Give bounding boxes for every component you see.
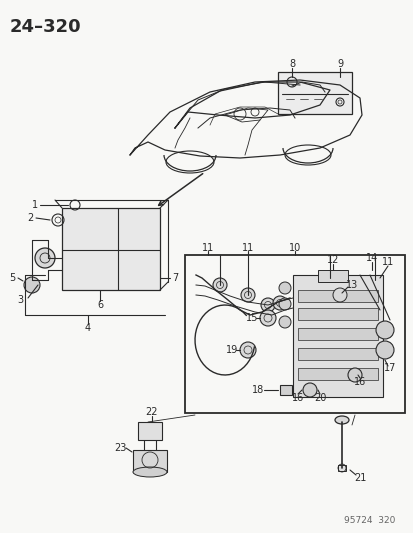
Circle shape — [212, 278, 226, 292]
Text: 11: 11 — [241, 243, 254, 253]
Text: 19: 19 — [225, 345, 237, 355]
Text: 11: 11 — [381, 257, 393, 267]
Circle shape — [375, 341, 393, 359]
Text: 11: 11 — [202, 243, 214, 253]
Circle shape — [35, 248, 55, 268]
Text: 23: 23 — [114, 443, 126, 453]
Text: 21: 21 — [353, 473, 366, 483]
Circle shape — [24, 277, 40, 293]
Text: 17: 17 — [383, 363, 395, 373]
Ellipse shape — [133, 467, 166, 477]
Text: 3: 3 — [17, 295, 23, 305]
Bar — [292, 275, 382, 397]
Circle shape — [278, 316, 290, 328]
Text: 18: 18 — [251, 385, 263, 395]
Circle shape — [347, 368, 361, 382]
Text: 16: 16 — [353, 377, 365, 387]
Bar — [317, 270, 347, 282]
Circle shape — [302, 383, 316, 397]
Bar — [297, 368, 377, 380]
Text: 22: 22 — [145, 407, 158, 417]
Bar — [185, 255, 404, 413]
Circle shape — [278, 282, 290, 294]
Text: 13: 13 — [345, 280, 357, 290]
Text: 16: 16 — [291, 393, 304, 403]
Bar — [62, 208, 159, 290]
Bar — [277, 72, 351, 114]
Text: 12: 12 — [326, 255, 338, 265]
Circle shape — [240, 342, 255, 358]
Text: 7: 7 — [171, 273, 178, 283]
Bar — [297, 290, 377, 302]
Bar — [138, 422, 161, 440]
Bar — [297, 348, 377, 360]
Bar — [133, 450, 166, 472]
Text: 8: 8 — [288, 59, 294, 69]
Circle shape — [260, 298, 274, 312]
Text: 15: 15 — [245, 313, 258, 323]
Text: 2: 2 — [27, 213, 33, 223]
Bar — [297, 308, 377, 320]
Circle shape — [259, 310, 275, 326]
Text: 10: 10 — [288, 243, 300, 253]
Bar — [337, 465, 345, 471]
Text: 20: 20 — [313, 393, 325, 403]
Text: 24–320: 24–320 — [10, 18, 81, 36]
Ellipse shape — [334, 416, 348, 424]
Circle shape — [272, 296, 286, 310]
Circle shape — [375, 321, 393, 339]
Circle shape — [332, 288, 346, 302]
Circle shape — [278, 298, 290, 310]
Text: 4: 4 — [85, 323, 91, 333]
Text: 6: 6 — [97, 300, 103, 310]
Bar — [297, 328, 377, 340]
Text: 95724  320: 95724 320 — [343, 516, 394, 525]
Bar — [279, 385, 291, 395]
Text: 5: 5 — [9, 273, 15, 283]
Text: 14: 14 — [365, 253, 377, 263]
Text: 1: 1 — [32, 200, 38, 210]
Text: 9: 9 — [336, 59, 342, 69]
Circle shape — [240, 288, 254, 302]
